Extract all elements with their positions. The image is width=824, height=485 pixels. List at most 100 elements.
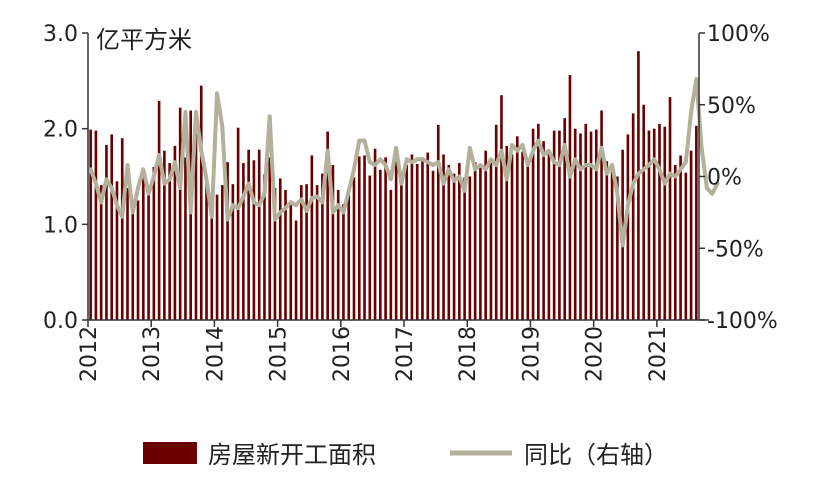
bar bbox=[373, 148, 377, 320]
bar bbox=[442, 154, 445, 320]
bar bbox=[331, 165, 335, 320]
x-tick-label: 2015 bbox=[267, 326, 292, 382]
bar bbox=[589, 131, 593, 320]
bar bbox=[484, 150, 487, 320]
bar bbox=[463, 177, 466, 320]
left-tick-label: 2.0 bbox=[43, 118, 78, 143]
bar bbox=[115, 181, 119, 320]
bar bbox=[105, 144, 108, 320]
bar bbox=[226, 162, 229, 320]
right-tick-label: -100% bbox=[707, 309, 778, 334]
bar bbox=[173, 145, 177, 320]
bar bbox=[531, 128, 535, 320]
bar bbox=[210, 200, 214, 320]
legend-line-label: 同比（右轴） bbox=[524, 441, 668, 469]
bar bbox=[689, 150, 693, 320]
bar bbox=[110, 134, 114, 320]
bar bbox=[642, 104, 646, 320]
bar bbox=[120, 138, 124, 320]
bar bbox=[379, 169, 382, 320]
x-tick-label: 2018 bbox=[456, 326, 481, 382]
bar bbox=[242, 163, 245, 320]
bar bbox=[252, 160, 256, 320]
bar bbox=[205, 179, 208, 320]
bar bbox=[600, 110, 603, 321]
bar bbox=[168, 163, 171, 320]
bar bbox=[410, 154, 414, 320]
yoy-line bbox=[88, 76, 720, 248]
bar bbox=[389, 189, 393, 320]
x-tick-label: 2013 bbox=[140, 326, 165, 382]
bar bbox=[673, 165, 677, 320]
bar bbox=[431, 170, 435, 320]
bar bbox=[131, 207, 135, 320]
right-tick-label: 0% bbox=[707, 166, 742, 191]
bar bbox=[563, 118, 566, 320]
bar bbox=[163, 150, 166, 320]
bar bbox=[584, 123, 588, 320]
bar bbox=[189, 110, 193, 321]
legend-bar-swatch bbox=[143, 442, 197, 464]
bar bbox=[305, 184, 308, 320]
bar bbox=[289, 200, 293, 320]
bar bbox=[526, 165, 530, 320]
bar bbox=[321, 173, 324, 320]
bar bbox=[494, 124, 498, 320]
bar-series bbox=[89, 51, 698, 321]
bar bbox=[278, 178, 282, 320]
bar bbox=[663, 126, 667, 320]
bar bbox=[126, 187, 129, 320]
bar bbox=[568, 75, 572, 320]
left-tick-label: 1.0 bbox=[43, 213, 78, 238]
bar bbox=[157, 100, 161, 320]
bar bbox=[89, 129, 92, 320]
right-tick-label: 100% bbox=[707, 22, 770, 47]
bar bbox=[626, 134, 630, 320]
bar bbox=[695, 125, 698, 320]
bar bbox=[99, 185, 103, 320]
bar bbox=[336, 189, 340, 320]
bar bbox=[363, 155, 366, 320]
bar bbox=[263, 174, 266, 320]
bar bbox=[315, 185, 319, 320]
bar bbox=[152, 166, 156, 320]
bar bbox=[447, 165, 451, 320]
bar bbox=[547, 152, 551, 320]
axes: 0.0 1.0 2.0 3.0 -100% -50% 0% 50% 100% 2012 2013 20… bbox=[43, 22, 778, 382]
bar bbox=[605, 161, 609, 320]
line-series-group bbox=[88, 76, 720, 248]
bar bbox=[400, 179, 403, 320]
bar bbox=[658, 123, 661, 320]
bar bbox=[594, 129, 598, 320]
bar bbox=[537, 123, 540, 320]
bar bbox=[542, 141, 545, 320]
x-tick-label: 2014 bbox=[203, 326, 228, 382]
bar bbox=[394, 160, 398, 320]
bar bbox=[247, 149, 250, 320]
bar bbox=[415, 164, 419, 320]
bar bbox=[515, 136, 519, 320]
bar bbox=[684, 172, 688, 320]
x-tick-label: 2020 bbox=[583, 326, 608, 382]
legend-bar-label: 房屋新开工面积 bbox=[208, 441, 376, 469]
bar bbox=[452, 173, 456, 320]
bar bbox=[479, 167, 482, 320]
bar bbox=[421, 157, 424, 320]
x-tick-label: 2012 bbox=[77, 326, 102, 382]
bar bbox=[310, 155, 314, 320]
bar bbox=[458, 163, 461, 320]
bar bbox=[94, 130, 98, 320]
bar bbox=[231, 184, 235, 320]
x-tick-label: 2021 bbox=[646, 326, 671, 382]
bar bbox=[294, 220, 298, 320]
bar bbox=[500, 95, 503, 321]
bar bbox=[352, 177, 356, 320]
x-tick-label: 2016 bbox=[330, 326, 355, 382]
bar bbox=[436, 124, 440, 320]
bar bbox=[215, 194, 219, 320]
bar bbox=[647, 130, 651, 320]
bar bbox=[136, 200, 140, 320]
bar bbox=[141, 171, 145, 320]
bar bbox=[342, 204, 345, 320]
